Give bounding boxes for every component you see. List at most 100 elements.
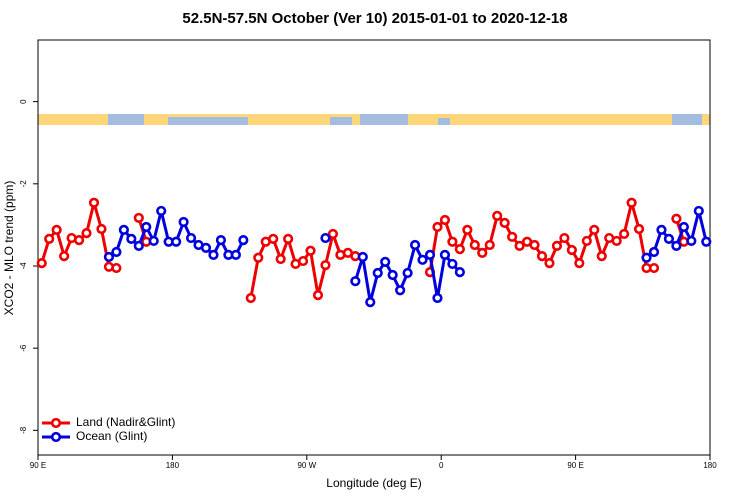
point	[671, 240, 682, 251]
legend-label: Land (Nadir&Glint)	[76, 415, 175, 429]
point	[477, 247, 488, 258]
land-mask-strip	[38, 114, 710, 125]
point	[559, 232, 570, 244]
point	[589, 224, 600, 235]
legend-marker	[50, 417, 62, 429]
point	[484, 239, 495, 251]
point	[171, 236, 182, 247]
point	[409, 239, 421, 251]
point	[36, 258, 47, 269]
point	[148, 235, 159, 247]
point	[327, 228, 339, 240]
point	[245, 292, 256, 304]
point	[574, 258, 585, 269]
point	[103, 251, 115, 263]
x-tick-label: 180	[166, 461, 180, 470]
point	[44, 233, 55, 244]
point	[619, 228, 630, 240]
point	[671, 213, 682, 224]
y-tick-label: -6	[19, 344, 28, 352]
x-tick-label: 0	[439, 461, 444, 470]
x-tick-label: 90 E	[567, 461, 583, 470]
point	[626, 197, 637, 208]
legend: Land (Nadir&Glint)Ocean (Glint)	[42, 415, 175, 443]
point	[111, 246, 122, 258]
point	[678, 221, 689, 233]
point	[178, 216, 189, 228]
legend-marker	[50, 431, 62, 443]
point	[387, 269, 398, 281]
point	[200, 242, 212, 254]
point	[215, 235, 227, 246]
point	[320, 232, 331, 244]
point	[439, 214, 451, 226]
point	[686, 235, 697, 247]
point	[402, 267, 413, 279]
point	[230, 249, 241, 260]
point	[208, 249, 219, 260]
point	[544, 258, 555, 269]
point	[372, 267, 383, 279]
point	[118, 224, 129, 235]
point	[133, 212, 144, 224]
point	[73, 235, 85, 246]
point	[581, 235, 592, 247]
point	[238, 235, 249, 246]
point	[469, 239, 480, 251]
legend-label: Ocean (Glint)	[76, 429, 147, 443]
point	[320, 260, 331, 271]
point	[111, 262, 122, 274]
point	[454, 267, 465, 278]
point	[305, 245, 316, 256]
point	[551, 240, 563, 251]
point	[156, 205, 167, 217]
point	[350, 276, 361, 287]
point	[253, 252, 264, 263]
point	[566, 244, 577, 256]
point	[424, 249, 436, 260]
point	[268, 233, 279, 244]
x-tick-label: 180	[703, 461, 717, 470]
point	[432, 292, 443, 304]
point	[51, 224, 62, 235]
plot-frame	[37, 39, 711, 456]
point	[395, 285, 406, 296]
y-axis-label: XCO2 - MLO trend (ppm)	[2, 181, 16, 316]
y-tick-label: -8	[19, 426, 28, 434]
point	[656, 224, 667, 235]
point	[447, 258, 458, 270]
y-tick-label: 0	[19, 99, 28, 104]
point	[507, 231, 518, 242]
point	[185, 232, 197, 244]
x-tick-label: 90 W	[297, 461, 316, 470]
point	[663, 233, 675, 244]
point	[126, 233, 137, 244]
chart-title: 52.5N-57.5N October (Ver 10) 2015-01-01 …	[182, 10, 567, 27]
point	[462, 224, 473, 235]
point	[365, 297, 376, 308]
x-axis-label: Longitude (deg E)	[326, 476, 421, 490]
point	[536, 251, 548, 262]
series-line	[108, 209, 708, 304]
point	[492, 210, 503, 221]
point	[529, 239, 540, 251]
point	[357, 251, 368, 263]
y-tick-label: -2	[19, 180, 28, 188]
point	[447, 236, 458, 247]
point	[312, 290, 324, 301]
point	[648, 262, 660, 274]
point	[439, 249, 451, 260]
point	[648, 246, 660, 258]
point	[380, 256, 391, 267]
point	[641, 252, 652, 263]
point	[81, 228, 92, 239]
point	[133, 240, 144, 251]
point	[59, 251, 70, 262]
point	[611, 235, 622, 247]
point	[283, 233, 294, 244]
point	[499, 217, 510, 228]
point	[141, 221, 152, 233]
point	[96, 223, 107, 235]
point	[88, 197, 100, 208]
